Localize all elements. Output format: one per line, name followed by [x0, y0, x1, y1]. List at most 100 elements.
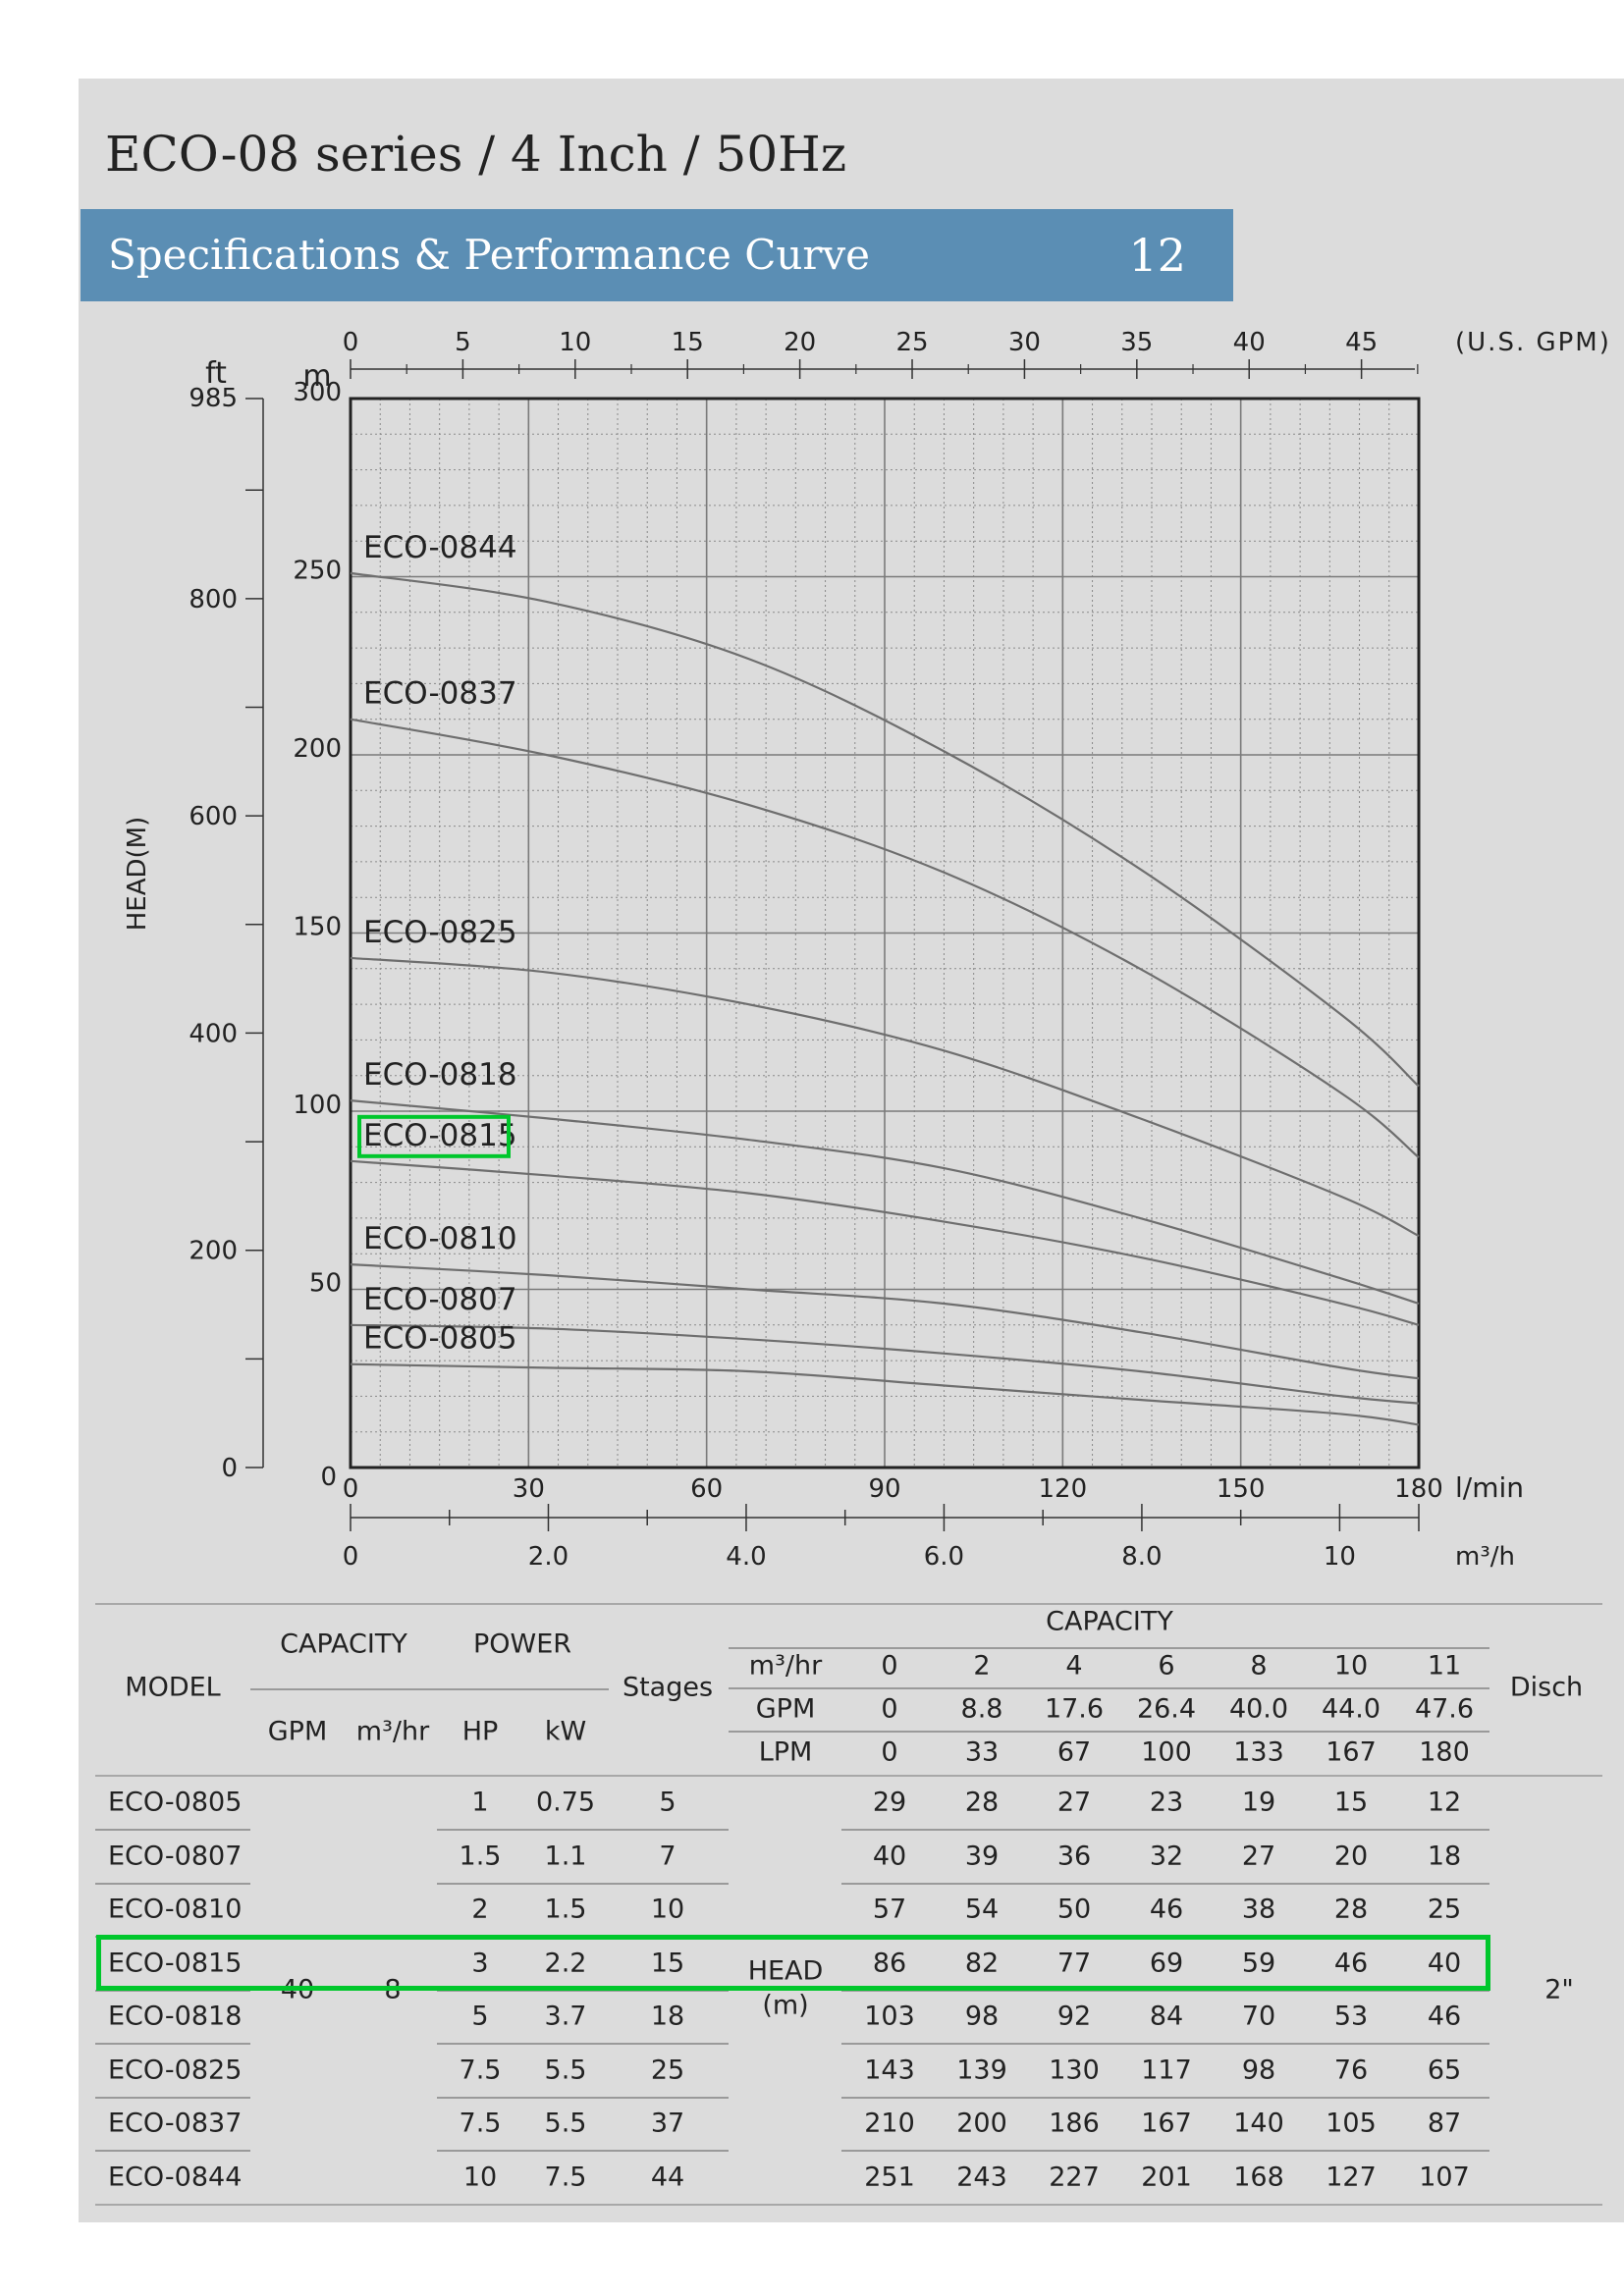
row-head-value: 243 — [956, 2162, 1007, 2192]
row-head-value: 59 — [1241, 1948, 1276, 1978]
lpm-axis-unit: l/min — [1455, 1471, 1524, 1504]
capacity-gpm-value: 40.0 — [1228, 1693, 1289, 1725]
row-stages: 44 — [650, 2162, 685, 2192]
capacity-m3hr-value: 11 — [1427, 1650, 1462, 1682]
m3h-axis-tick-label: 6.0 — [924, 1542, 964, 1572]
capacity-gpm-value: 47.6 — [1414, 1693, 1475, 1725]
capacity-subrow-rule — [729, 1731, 1489, 1733]
capacity-subrow-rule — [729, 1687, 1489, 1689]
header-gpm: GPM — [267, 1716, 328, 1747]
row-head-value: 168 — [1233, 2162, 1284, 2192]
ft-axis-tick-label: 800 — [189, 585, 238, 614]
lpm-axis-tick-label: 90 — [868, 1474, 900, 1504]
gpm-axis-tick-label: 10 — [559, 328, 591, 357]
ft-axis-tick-label: 400 — [189, 1019, 238, 1048]
row-rule — [437, 1882, 729, 1885]
header-m3hr: m³/hr — [355, 1716, 430, 1747]
curve-label-eco-0815: ECO-0815 — [363, 1118, 517, 1153]
m3h-axis-tick-label: 8.0 — [1121, 1542, 1162, 1572]
curve-label-eco-0818: ECO-0818 — [363, 1057, 517, 1093]
row-hp: 1.5 — [459, 1841, 502, 1871]
series-title: ECO-08 series / 4 Inch / 50Hz — [105, 126, 847, 183]
row-rule — [437, 2096, 729, 2099]
head-label: HEAD — [747, 1955, 824, 1987]
curve-eco-0837 — [350, 718, 1420, 1159]
header-power-rule — [437, 1688, 609, 1690]
row-hp: 7.5 — [459, 2108, 502, 2139]
row-head-value: 40 — [1427, 1948, 1462, 1978]
header-model: MODEL — [125, 1672, 221, 1703]
row-head-value: 40 — [872, 1841, 907, 1871]
gpm-axis-tick-label: 5 — [455, 328, 471, 357]
capacity-m3hr-value: 4 — [1065, 1650, 1083, 1682]
header-hp: HP — [461, 1716, 499, 1747]
row-stages: 37 — [650, 2108, 685, 2139]
curve-eco-0810 — [350, 1262, 1420, 1380]
header-stages: Stages — [622, 1672, 714, 1703]
row-model: ECO-0818 — [108, 2001, 243, 2032]
row-head-value: 15 — [1333, 1787, 1369, 1818]
row-head-value: 53 — [1333, 2001, 1369, 2032]
curve-label-eco-0837: ECO-0837 — [363, 676, 517, 712]
row-stages: 15 — [650, 1948, 685, 1978]
row-head-value: 25 — [1427, 1894, 1462, 1925]
row-rule — [841, 2150, 1489, 2152]
ft-axis-tick-label: 200 — [189, 1237, 238, 1266]
capacity-lpm-value: 180 — [1419, 1736, 1470, 1768]
row-head-value: 143 — [864, 2055, 915, 2085]
header-row-gpm: GPM — [755, 1693, 816, 1725]
row-stages: 10 — [650, 1894, 685, 1925]
row-head-value: 70 — [1241, 2001, 1276, 2032]
row-head-value: 46 — [1333, 1948, 1369, 1978]
gpm-axis-tick-label: 20 — [784, 328, 816, 357]
curve-label-eco-0805: ECO-0805 — [363, 1321, 517, 1357]
row-model: ECO-0815 — [108, 1948, 243, 1978]
shared-disch: 2" — [1544, 1974, 1574, 2005]
row-head-value: 117 — [1141, 2055, 1192, 2085]
curve-label-eco-0825: ECO-0825 — [363, 915, 517, 950]
capacity-gpm-value: 17.6 — [1044, 1693, 1105, 1725]
m-axis-tick-label: 300 — [293, 378, 342, 407]
header-row-m3hr: m³/hr — [748, 1650, 823, 1682]
curve-label-eco-0844: ECO-0844 — [363, 530, 517, 565]
gpm-axis-tick-label: 35 — [1120, 328, 1153, 357]
header-disch: Disch — [1509, 1672, 1584, 1703]
m-axis-tick-label: 250 — [293, 557, 342, 586]
row-head-value: 50 — [1056, 1894, 1092, 1925]
header-kw: kW — [544, 1716, 587, 1747]
curve-eco-0818 — [350, 1099, 1420, 1306]
header-capacity-rule — [250, 1688, 437, 1690]
row-rule — [841, 2043, 1489, 2045]
row-kw: 5.5 — [544, 2108, 587, 2139]
row-rule — [95, 2150, 250, 2152]
banner-title: Specifications & Performance Curve — [108, 231, 871, 279]
table-bottom-rule — [95, 2203, 1602, 2206]
row-rule — [841, 1989, 1489, 1992]
row-head-value: 127 — [1326, 2162, 1377, 2192]
head-unit: (m) — [762, 1990, 809, 2021]
lpm-axis-tick-label: 30 — [513, 1474, 545, 1504]
m-axis-tick-label: 50 — [309, 1269, 342, 1299]
page-number: 12 — [1128, 229, 1186, 282]
gpm-axis-tick-label: 0 — [343, 328, 359, 357]
curve-eco-0815 — [350, 1159, 1420, 1326]
header-row-lpm: LPM — [758, 1736, 813, 1768]
m3h-axis-tick-label: 2.0 — [528, 1542, 568, 1572]
gpm-axis-tick-label: 15 — [672, 328, 704, 357]
row-head-value: 92 — [1056, 2001, 1092, 2032]
row-kw: 7.5 — [544, 2162, 587, 2192]
lpm-axis-tick-label: 180 — [1394, 1474, 1443, 1504]
row-head-value: 98 — [1241, 2055, 1276, 2085]
row-rule — [437, 2043, 729, 2045]
row-hp: 1 — [471, 1787, 489, 1818]
row-rule — [841, 2096, 1489, 2099]
performance-curve-chart: m300250200150100500ft9858006004002000HEA… — [123, 328, 1609, 1572]
row-stages: 5 — [659, 1787, 677, 1818]
row-head-value: 227 — [1049, 2162, 1100, 2192]
row-stages: 7 — [659, 1841, 677, 1871]
row-head-value: 19 — [1241, 1787, 1276, 1818]
row-head-value: 46 — [1149, 1894, 1184, 1925]
lpm-axis-tick-label: 60 — [690, 1474, 723, 1504]
gpm-axis-tick-label: 30 — [1008, 328, 1041, 357]
capacity-lpm-value: 33 — [964, 1736, 1000, 1768]
